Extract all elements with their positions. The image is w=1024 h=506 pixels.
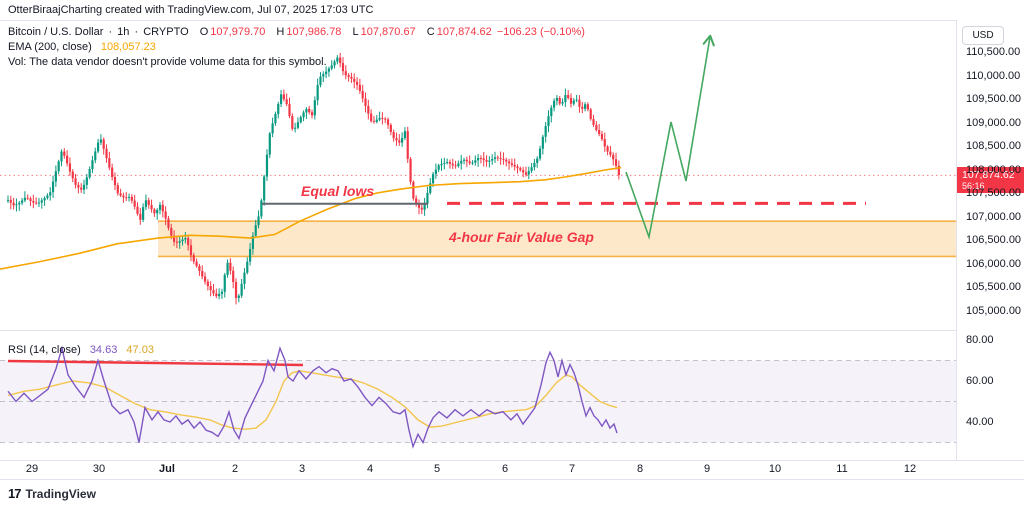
- tradingview-logo[interactable]: 17 TradingView: [8, 486, 96, 501]
- pane-separator[interactable]: [0, 330, 1024, 331]
- time-tick: 8: [636, 463, 644, 475]
- watermark-bar: OtterBiraajCharting created with Trading…: [0, 0, 1024, 21]
- equal-lows-label[interactable]: Equal lows: [301, 183, 375, 199]
- symbol-title: Bitcoin / U.S. Dollar: [8, 26, 104, 38]
- time-tick: 2: [231, 463, 239, 475]
- time-tick: Jul: [159, 463, 175, 475]
- last-price-label: 107,874.62 56:16: [957, 167, 1024, 193]
- time-tick: 5: [433, 463, 441, 475]
- price-tick: 107,000.00: [966, 210, 1022, 223]
- fair-value-gap-label[interactable]: 4-hour Fair Value Gap: [449, 229, 594, 245]
- price-tick: 107,500.00: [966, 187, 1022, 199]
- projection-arrow: [625, 34, 715, 241]
- rsi-tick: 40.00: [966, 416, 994, 428]
- rsi-line: [7, 345, 618, 449]
- low-value: 107,870.67: [360, 26, 416, 38]
- exchange-label: CRYPTO: [143, 26, 189, 38]
- rsi-trendline: [7, 359, 304, 367]
- rsi-tick: 60.00: [966, 375, 994, 387]
- interval-label: 1h: [117, 26, 130, 38]
- rsi-ma-line: [7, 370, 618, 430]
- time-tick: 9: [703, 463, 711, 475]
- symbol-legend: Bitcoin / U.S. Dollar · 1h · CRYPTO O 107…: [8, 25, 587, 70]
- rsi-value: 34.63: [89, 344, 118, 356]
- time-tick: 11: [836, 463, 848, 475]
- time-tick: 6: [501, 463, 509, 475]
- rsi-ma-value: 47.03: [126, 344, 154, 356]
- rsi-tick: 80.00: [966, 334, 994, 346]
- price-tick: 109,000.00: [966, 116, 1022, 129]
- time-tick: 29: [25, 463, 39, 475]
- time-tick: 7: [568, 463, 576, 475]
- rsi-legend: RSI (14, close) 34.63 47.03: [8, 344, 154, 356]
- volume-notice-row: Vol: The data vendor doesn't provide vol…: [8, 55, 587, 69]
- time-axis[interactable]: 29 30 Jul 2 3 4 5 6 7 8 9 10 11 12: [0, 460, 956, 479]
- time-axis-separator: [0, 460, 1024, 461]
- price-tick: 108,500.00: [966, 140, 1022, 152]
- tradingview-logo-text: TradingView: [25, 486, 96, 501]
- symbol-ohlc-row: Bitcoin / U.S. Dollar · 1h · CRYPTO O 107…: [8, 26, 585, 38]
- high-value: 107,986.78: [286, 26, 342, 38]
- change-value: −106.23 (−0.10%): [496, 26, 585, 38]
- time-tick: 30: [92, 463, 106, 475]
- close-value: 107,874.62: [436, 26, 492, 38]
- price-tick: 106,500.00: [966, 234, 1022, 246]
- bottom-separator: [0, 479, 1024, 480]
- rsi-label: RSI (14, close): [8, 344, 81, 356]
- ema-label: EMA (200, close): [8, 41, 92, 53]
- price-axis[interactable]: [956, 20, 1024, 460]
- bar-countdown: 56:16: [962, 181, 985, 191]
- last-price-value: 107,874.62: [962, 169, 1015, 181]
- time-tick: 4: [366, 463, 374, 475]
- price-tick: 106,000.00: [966, 257, 1022, 270]
- candles: [6, 52, 620, 305]
- price-tick: 110,500.00: [966, 46, 1021, 58]
- ema-value: 108,057.23: [100, 41, 156, 53]
- tradingview-logo-icon: 17: [8, 486, 22, 501]
- watermark-text: OtterBiraajCharting created with Trading…: [8, 4, 374, 16]
- price-tick: 105,500.00: [966, 281, 1022, 293]
- open-value: 107,979.70: [210, 26, 266, 38]
- price-tick: 110,000.00: [966, 69, 1021, 82]
- time-tick: 3: [298, 463, 306, 475]
- volume-notice: Vol: The data vendor doesn't provide vol…: [8, 56, 327, 68]
- time-tick: 12: [903, 463, 917, 475]
- ema-legend-row: EMA (200, close) 108,057.23: [8, 40, 587, 54]
- price-tick: 108,000.00: [966, 163, 1022, 176]
- fair-value-gap-zone: [158, 221, 956, 257]
- price-tick: 109,500.00: [966, 93, 1022, 105]
- price-tick: 105,000.00: [966, 304, 1022, 317]
- ema-200-line: [0, 166, 622, 270]
- currency-toggle-button[interactable]: USD: [962, 26, 1004, 45]
- time-tick: 10: [768, 463, 782, 475]
